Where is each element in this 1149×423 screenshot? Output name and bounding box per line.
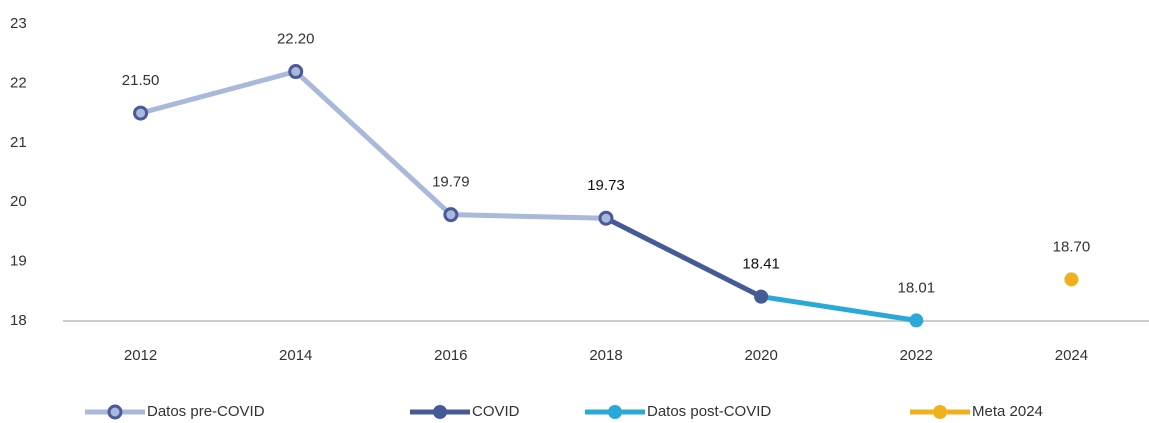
y-tick-label: 22: [10, 74, 27, 91]
legend-marker: [107, 404, 123, 420]
data-label: 18.01: [898, 279, 936, 296]
x-tick-label: 2018: [589, 347, 622, 364]
x-tick-label: 2014: [279, 347, 312, 364]
series-line: [604, 216, 763, 299]
data-label: 21.50: [122, 72, 160, 89]
data-label: 19.79: [432, 174, 470, 191]
legend-label: Datos post-COVID: [647, 403, 771, 420]
x-tick-label: 2024: [1055, 347, 1088, 364]
point: [598, 210, 614, 226]
data-label: 18.70: [1053, 238, 1091, 255]
legend-label: Meta 2024: [972, 403, 1043, 420]
legend-marker: [433, 405, 447, 419]
x-tick-label: 2022: [900, 347, 933, 364]
point: [443, 207, 459, 223]
point: [909, 313, 924, 328]
series-line: [139, 68, 607, 221]
y-tick-label: 23: [10, 15, 27, 32]
y-tick-label: 20: [10, 193, 27, 210]
data-label: 22.20: [277, 30, 315, 47]
y-tick-label: 18: [10, 312, 27, 329]
legend-label: COVID: [472, 403, 520, 420]
point: [288, 64, 304, 80]
x-tick-label: 2016: [434, 347, 467, 364]
legend-marker: [608, 405, 622, 419]
legend-marker: [933, 405, 947, 419]
data-label: 18.41: [742, 256, 780, 273]
legend-label: Datos pre-COVID: [147, 403, 265, 420]
series-line: [760, 294, 917, 323]
data-label: 19.73: [587, 177, 625, 194]
point: [133, 105, 149, 121]
point: [1064, 272, 1079, 287]
y-tick-label: 21: [10, 134, 27, 151]
y-tick-label: 19: [10, 253, 27, 270]
x-tick-label: 2012: [124, 347, 157, 364]
x-tick-label: 2020: [744, 347, 777, 364]
point: [754, 289, 769, 304]
